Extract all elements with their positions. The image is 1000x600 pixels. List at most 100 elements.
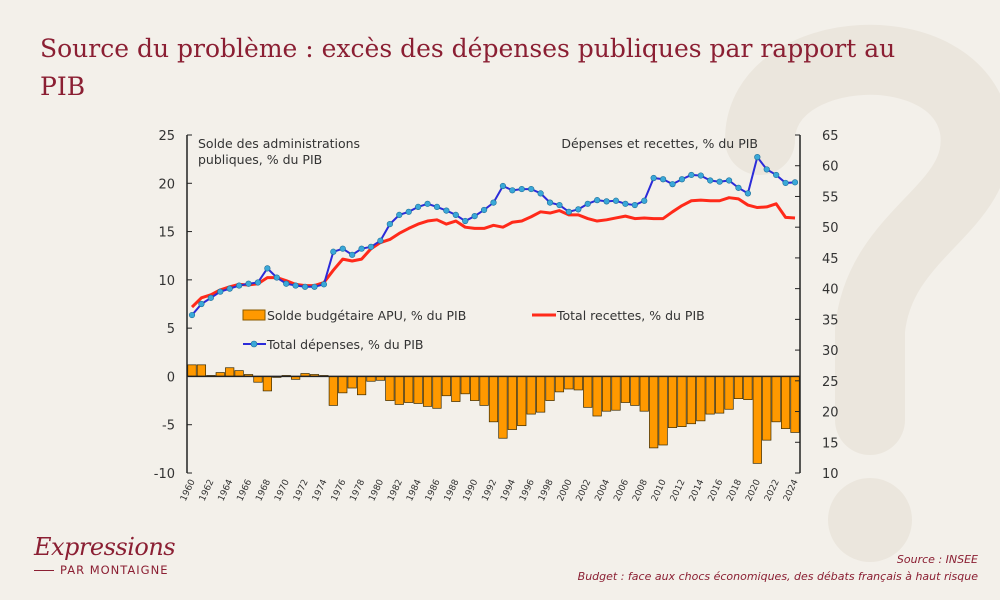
bar-1977 (347, 376, 357, 389)
left-tick-label: 0 (167, 370, 175, 385)
depenses-point-1996 (528, 185, 535, 193)
logo-main: Expressions (34, 533, 176, 561)
left-tick-label: 20 (158, 177, 175, 192)
depenses-point-1984 (415, 203, 422, 211)
question-mark-watermark-icon (725, 24, 1000, 562)
depenses-point-1999 (556, 201, 563, 209)
bar-2017 (724, 376, 734, 410)
depenses-point-2016 (716, 178, 723, 185)
x-tick-label: 2010 (650, 478, 669, 503)
x-tick-label: 2022 (763, 478, 782, 503)
left-tick-label: 25 (158, 129, 175, 144)
depenses-point-1983 (405, 208, 412, 215)
depenses-point-2004 (603, 198, 610, 205)
logo-sub: PAR MONTAIGNE (34, 563, 175, 577)
right-tick-label: 60 (822, 160, 839, 175)
right-tick-label: 15 (822, 436, 839, 451)
x-tick-label: 2018 (725, 478, 744, 503)
x-tick-label: 1978 (349, 478, 368, 503)
depenses-point-1988 (452, 211, 459, 218)
bar-2014 (696, 376, 706, 422)
bar-2013 (686, 376, 696, 425)
bar-1994 (507, 376, 517, 430)
bar-1967 (253, 376, 263, 383)
legend-label-recettes: Total recettes, % du PIB (556, 308, 705, 323)
bar-2018 (733, 376, 744, 399)
right-tick-label: 50 (822, 221, 839, 236)
bar-2022 (771, 376, 781, 423)
depenses-point-2006 (622, 200, 629, 207)
depenses-point-1961 (198, 300, 205, 308)
depenses-point-1963 (217, 288, 224, 295)
depenses-point-1973 (311, 283, 318, 290)
bar-1978 (357, 376, 367, 396)
footer: Source : INSEE Budget : face aux chocs é… (578, 551, 978, 585)
bar-2024 (790, 376, 800, 433)
bar-2015 (705, 376, 715, 415)
left-axis-label-2: publiques, % du PIB (198, 152, 322, 167)
depenses-point-1997 (537, 190, 544, 197)
page-title: Source du problème : excès des dépenses … (40, 34, 896, 101)
x-tick-label: 1972 (292, 478, 311, 503)
depenses-point-1972 (301, 283, 309, 290)
depenses-point-2015 (707, 177, 714, 184)
bar-1964 (225, 367, 235, 377)
depenses-point-1968 (264, 265, 271, 272)
right-tick-label: 25 (822, 375, 839, 390)
depenses-point-2022 (773, 171, 780, 179)
bar-1975 (328, 376, 338, 406)
depenses-point-2000 (565, 208, 572, 215)
depenses-point-1991 (480, 206, 488, 214)
right-tick-label: 45 (822, 252, 839, 267)
bar-2021 (762, 376, 772, 441)
bar-1986 (432, 376, 442, 409)
depenses-point-1980 (377, 237, 384, 244)
bar-1990 (470, 376, 480, 401)
depenses-point-2012 (678, 176, 686, 183)
bar-2004 (601, 376, 612, 412)
depenses-point-1964 (226, 285, 233, 292)
depenses-point-2003 (594, 197, 601, 204)
bar-1991 (479, 376, 489, 406)
bar-1996 (526, 376, 536, 415)
right-axis-label: Dépenses et recettes, % du PIB (561, 136, 758, 151)
bar-2007 (630, 376, 640, 406)
x-tick-label: 1966 (236, 478, 255, 503)
depenses-point-2019 (744, 190, 751, 197)
bar-1993 (498, 376, 508, 439)
bar-2006 (620, 376, 630, 403)
depenses-point-1994 (509, 187, 516, 194)
x-tick-label: 2020 (744, 478, 763, 503)
bar-2002 (583, 376, 593, 408)
x-tick-label: 1962 (198, 478, 217, 503)
bar-2016 (715, 376, 725, 414)
x-tick-label: 2012 (669, 478, 688, 503)
legend-label-solde: Solde budgétaire APU, % du PIB (267, 308, 466, 323)
bar-1985 (422, 376, 433, 407)
bar-1988 (451, 376, 461, 402)
logo: Expressions PAR MONTAIGNE (34, 533, 176, 577)
left-tick-label: -10 (154, 467, 175, 482)
left-tick-label: 5 (167, 322, 175, 337)
bar-1995 (517, 376, 527, 427)
depenses-point-1978 (358, 245, 365, 252)
x-tick-label: 1996 (518, 478, 537, 503)
bar-2020 (752, 376, 762, 464)
depenses-point-1977 (349, 251, 356, 258)
depenses-point-1965 (236, 282, 243, 289)
bar-1999 (554, 376, 565, 393)
bar-1989 (460, 376, 470, 395)
depenses-point-2014 (697, 172, 704, 179)
depenses-point-1967 (254, 279, 262, 286)
right-tick-label: 35 (822, 313, 839, 328)
depenses-point-1992 (490, 199, 497, 206)
bar-1982 (394, 376, 404, 405)
depenses-point-1982 (396, 211, 403, 218)
depenses-point-2005 (612, 197, 620, 204)
left-axis-label: Solde des administrations (198, 136, 360, 151)
x-tick-label: 1994 (499, 478, 518, 503)
bar-1987 (441, 376, 451, 397)
x-tick-label: 1960 (179, 478, 198, 503)
right-tick-label: 40 (822, 283, 839, 298)
